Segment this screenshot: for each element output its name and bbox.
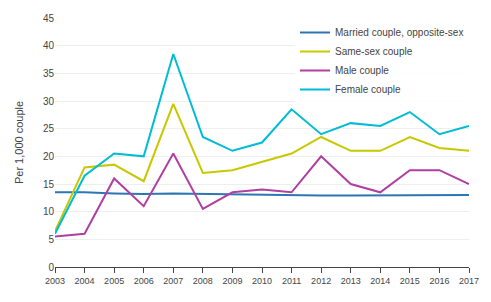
svg-text:15: 15 bbox=[43, 179, 55, 190]
svg-text:2004: 2004 bbox=[75, 276, 95, 286]
svg-text:2017: 2017 bbox=[459, 276, 479, 286]
svg-text:Male couple: Male couple bbox=[335, 65, 389, 76]
svg-text:2003: 2003 bbox=[45, 276, 65, 286]
svg-text:2015: 2015 bbox=[400, 276, 420, 286]
svg-text:35: 35 bbox=[43, 68, 55, 79]
svg-text:2010: 2010 bbox=[252, 276, 272, 286]
svg-text:2016: 2016 bbox=[429, 276, 449, 286]
svg-text:Married couple, opposite-sex: Married couple, opposite-sex bbox=[335, 27, 463, 38]
svg-text:2008: 2008 bbox=[193, 276, 213, 286]
svg-text:5: 5 bbox=[48, 234, 54, 245]
svg-text:Same-sex couple: Same-sex couple bbox=[335, 46, 413, 57]
svg-text:Per 1,000 couple: Per 1,000 couple bbox=[13, 101, 25, 184]
svg-text:40: 40 bbox=[43, 40, 55, 51]
svg-text:2013: 2013 bbox=[341, 276, 361, 286]
svg-text:25: 25 bbox=[43, 123, 55, 134]
svg-text:2006: 2006 bbox=[134, 276, 154, 286]
svg-text:2012: 2012 bbox=[311, 276, 331, 286]
svg-text:2011: 2011 bbox=[282, 276, 301, 286]
svg-text:30: 30 bbox=[43, 96, 55, 107]
svg-text:20: 20 bbox=[43, 151, 55, 162]
svg-text:2014: 2014 bbox=[370, 276, 390, 286]
svg-text:10: 10 bbox=[43, 206, 55, 217]
svg-text:45: 45 bbox=[43, 13, 55, 24]
svg-text:2005: 2005 bbox=[104, 276, 124, 286]
svg-text:2007: 2007 bbox=[163, 276, 183, 286]
svg-text:2009: 2009 bbox=[222, 276, 242, 286]
svg-text:0: 0 bbox=[48, 262, 54, 273]
svg-text:Female couple: Female couple bbox=[335, 84, 401, 95]
